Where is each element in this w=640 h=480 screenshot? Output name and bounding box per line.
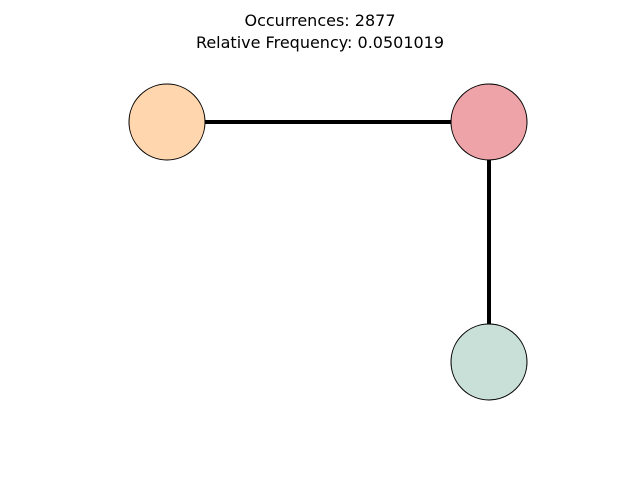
graph-node xyxy=(450,83,528,161)
figure-title: Occurrences: 2877 Relative Frequency: 0.… xyxy=(0,10,640,54)
occurrences-label: Occurrences: 2877 xyxy=(244,11,396,30)
graph-node xyxy=(450,323,528,401)
relative-frequency-label: Relative Frequency: 0.0501019 xyxy=(195,33,445,52)
graph-node xyxy=(128,83,206,161)
edges-layer xyxy=(167,120,491,362)
nodes-layer xyxy=(128,83,528,401)
